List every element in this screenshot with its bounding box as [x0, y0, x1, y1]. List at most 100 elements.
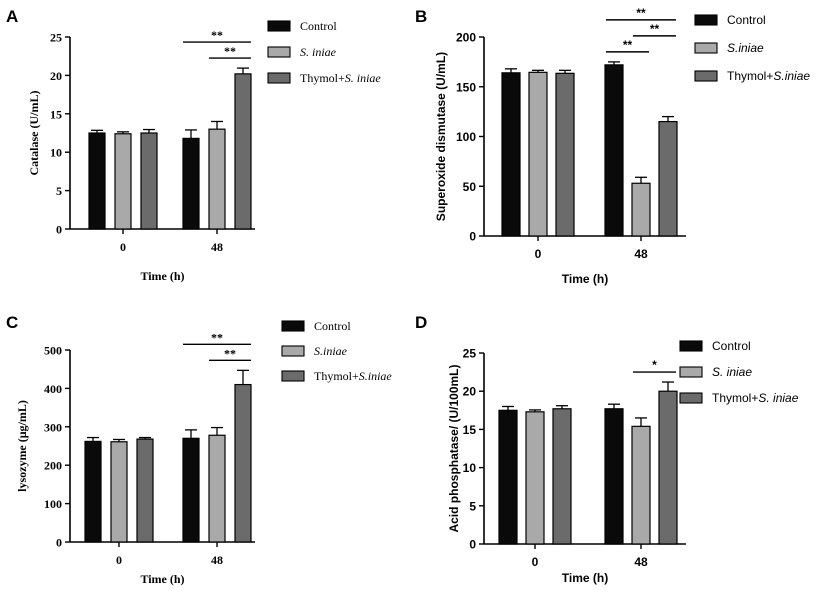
bar	[182, 137, 200, 230]
bar	[631, 182, 651, 237]
legend-swatch	[694, 14, 718, 26]
panel-letter: D	[415, 313, 427, 332]
legend-label: Control	[712, 339, 751, 353]
significance-label: **	[211, 28, 223, 42]
legend-swatch	[694, 70, 718, 82]
y-tick-label: 10	[463, 461, 477, 475]
legend-label: Thymol+S. iniae	[300, 71, 381, 85]
bar	[234, 383, 252, 543]
x-axis-title: Time (h)	[562, 571, 608, 585]
y-tick-label: 20	[50, 69, 62, 83]
y-tick-label: 15	[463, 423, 477, 437]
legend-swatch	[267, 20, 291, 32]
legend-label: S. iniae	[712, 365, 752, 379]
legend-swatch	[281, 370, 305, 382]
legend-label: Thymol+S.iniae	[727, 69, 810, 83]
x-axis-title: Time (h)	[562, 272, 608, 286]
panel-letter: A	[6, 7, 18, 26]
x-axis-title: Time (h)	[140, 269, 184, 283]
x-tick-label: 0	[532, 555, 539, 569]
legend-swatch	[281, 345, 305, 357]
y-tick-label: 10	[50, 146, 62, 160]
y-tick-label: 100	[44, 497, 62, 511]
y-tick-label: 0	[56, 536, 62, 550]
legend-label: Control	[300, 19, 337, 33]
y-axis-title: Catalase (U/mL)	[27, 91, 41, 176]
legend-swatch	[679, 366, 703, 378]
bar	[140, 132, 158, 230]
significance-label: *	[652, 358, 657, 372]
bar	[182, 437, 200, 543]
y-tick-label: 200	[44, 459, 62, 473]
bar	[604, 408, 624, 545]
y-tick-label: 500	[44, 344, 62, 358]
bar	[88, 132, 106, 230]
bar	[604, 64, 624, 237]
chart-panel-a: A 0 5 10 15 20 25 0 48 Time (h) Catalase (U/mL) ***…	[6, 7, 381, 283]
panel-letter: B	[415, 7, 427, 26]
bar	[525, 411, 545, 545]
y-tick-label: 20	[463, 385, 477, 399]
bar	[110, 441, 128, 543]
legend-swatch	[679, 392, 703, 404]
bar	[528, 71, 548, 237]
legend-label: Thymol+S.iniae	[314, 369, 392, 383]
x-tick-label: 0	[120, 240, 126, 254]
legend-swatch	[281, 320, 305, 332]
y-tick-label: 150	[456, 80, 476, 94]
chart-panel-c: C 0 100 200 300 400 500 0 48 Time (h) lysozyme (μg…	[6, 313, 392, 586]
legend-swatch	[267, 46, 291, 58]
significance-label: **	[211, 330, 223, 344]
y-tick-label: 400	[44, 382, 62, 396]
chart-panel-b: B 0 50 100 150 200 0 48 Time (h) Superoxide dismu…	[415, 6, 810, 286]
y-tick-label: 0	[469, 538, 476, 552]
y-tick-label: 5	[56, 184, 62, 198]
legend-swatch	[679, 340, 703, 352]
bar	[136, 438, 154, 543]
x-axis-title: Time (h)	[140, 572, 184, 586]
panel-letter: C	[6, 313, 18, 332]
legend-swatch	[267, 72, 291, 84]
x-tick-label: 48	[211, 240, 223, 254]
y-tick-label: 0	[56, 223, 62, 237]
x-tick-label: 0	[535, 247, 542, 261]
y-tick-label: 200	[456, 31, 476, 45]
legend-label: S.iniae	[314, 344, 348, 358]
bar	[552, 408, 572, 545]
legend-label: Control	[727, 13, 766, 27]
y-axis-title: lysozyme (μg/mL)	[15, 400, 29, 492]
legend-swatch	[694, 42, 718, 54]
y-tick-label: 15	[50, 107, 62, 121]
bar	[658, 390, 678, 545]
y-axis-title: Superoxide dismutase (U/mL)	[434, 52, 448, 221]
significance-label: **	[650, 22, 660, 36]
legend-label: Thymol+S. iniae	[712, 391, 799, 405]
y-tick-label: 25	[463, 347, 477, 361]
x-tick-label: 48	[634, 555, 648, 569]
bar	[658, 120, 678, 237]
legend-label: Control	[314, 319, 351, 333]
y-tick-label: 50	[463, 180, 477, 194]
y-tick-label: 300	[44, 420, 62, 434]
x-tick-label: 0	[116, 553, 122, 567]
bar	[631, 425, 651, 545]
bar	[234, 73, 252, 230]
bar	[84, 440, 102, 543]
bar	[501, 72, 521, 237]
bar	[114, 133, 132, 230]
significance-label: **	[636, 6, 646, 20]
x-tick-label: 48	[634, 247, 648, 261]
y-tick-label: 25	[50, 31, 62, 45]
legend-label: S.iniae	[727, 41, 764, 55]
y-axis-title: Acid phosphatase/ (U/100mL)	[447, 364, 461, 532]
significance-label: **	[224, 44, 236, 58]
y-tick-label: 100	[456, 130, 476, 144]
y-tick-label: 0	[469, 230, 476, 244]
bar	[208, 128, 226, 230]
significance-label: **	[623, 38, 633, 52]
x-tick-label: 48	[211, 553, 223, 567]
chart-panel-d: D 0 5 10 15 20 25 0 48 Time (h) Acid phosphatase/ …	[415, 313, 799, 585]
significance-label: **	[224, 346, 236, 360]
y-tick-label: 5	[469, 499, 476, 513]
